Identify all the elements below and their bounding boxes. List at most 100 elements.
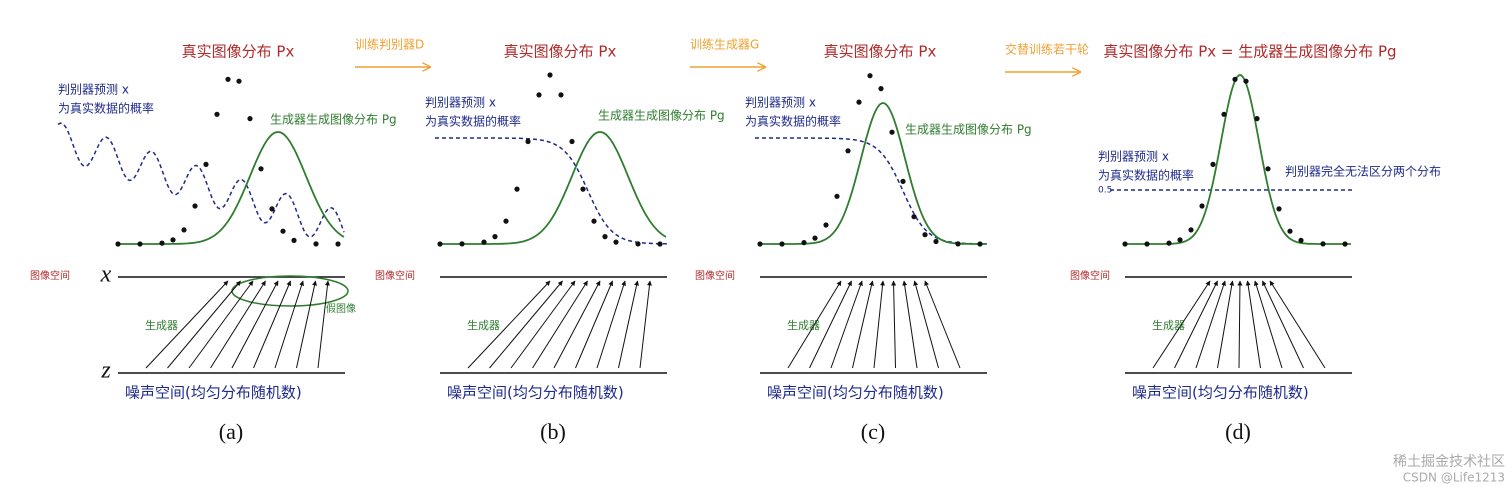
real-dot (867, 73, 873, 79)
real-dot (1177, 237, 1183, 243)
discriminator-label: 为真实数据的概率 (425, 114, 521, 129)
generator-arrow (210, 280, 266, 369)
discriminator-label: 为真实数据的概率 (58, 101, 154, 116)
image-space-label: 图像空间 (375, 269, 415, 282)
real-dot (779, 241, 785, 247)
generator-arrow (467, 280, 551, 369)
generator-arrow (231, 280, 279, 369)
generator-label: 生成器 (145, 318, 178, 332)
indistinguishable-label: 判别器完全无法区分两个分布 (1285, 164, 1441, 179)
real-dot (203, 161, 209, 167)
real-dot (569, 138, 575, 145)
discriminator-label: 判别器预测 x (425, 96, 496, 110)
real-dot (181, 227, 187, 233)
real-dot (933, 238, 939, 245)
generator-arrow (873, 280, 886, 369)
real-distribution-label: 真实图像分布 Px (504, 43, 617, 61)
real-dot (878, 86, 884, 92)
real-dot (1254, 116, 1260, 122)
real-dot (269, 206, 275, 212)
real-dot (1122, 241, 1128, 247)
generator-arrow (618, 280, 639, 369)
generator-arrow (145, 280, 229, 369)
real-dot (525, 138, 531, 145)
real-dot (977, 241, 983, 247)
generator-label: 生成器 (1152, 318, 1185, 332)
discriminator-label: 为真实数据的概率 (1098, 168, 1194, 183)
generator-arrow (852, 280, 874, 369)
discriminator-label: 判别器预测 x (745, 96, 816, 110)
real-dot (856, 99, 862, 105)
generator-arrow (639, 280, 652, 369)
image-space-label: 图像空间 (1070, 269, 1110, 282)
generator-distribution-label: 生成器生成图像分布 Pg (905, 123, 1032, 137)
generator-arrow (1253, 280, 1283, 369)
noise-space-label: 噪声空间(均匀分布随机数) (447, 384, 624, 402)
generator-arrow (296, 280, 317, 369)
real-dot (591, 218, 597, 224)
discriminator-label: 为真实数据的概率 (745, 114, 841, 129)
real-dot (889, 129, 895, 135)
real-dot (757, 241, 763, 247)
real-dot (437, 241, 443, 247)
generator-arrow (924, 280, 961, 369)
real-dot (335, 241, 341, 247)
discriminator-label: 判别器预测 x (1098, 150, 1169, 164)
fake-ellipse (231, 275, 349, 307)
real-dot (657, 241, 663, 247)
real-dot (1342, 241, 1348, 247)
real-dot (481, 239, 487, 245)
real-dot (955, 241, 961, 247)
caption: (d) (1225, 419, 1251, 444)
real-dot (258, 166, 264, 172)
real-dot (922, 232, 928, 238)
real-dot (911, 214, 917, 220)
generator-distribution-label: 生成器生成图像分布 Pg (270, 113, 397, 127)
real-dot (247, 116, 253, 122)
real-dot (580, 186, 586, 192)
noise-space-label: 噪声空间(均匀分布随机数) (767, 384, 944, 402)
generator-curve (760, 102, 986, 245)
real-dot (159, 240, 165, 246)
generator-arrow (913, 280, 939, 369)
caption: (a) (219, 419, 243, 444)
discriminator-curve (57, 122, 345, 238)
generator-arrow (902, 280, 918, 369)
step-label: 交替训练若干轮 (1005, 42, 1089, 57)
real-dot (514, 186, 520, 192)
generator-arrow (1174, 280, 1218, 369)
real-dot (1265, 166, 1271, 172)
generator-arrow (1217, 280, 1235, 369)
real-dot (613, 239, 619, 245)
generator-distribution-label: 生成器生成图像分布 Pg (598, 109, 725, 123)
generator-arrow (553, 280, 601, 369)
real-dot (225, 76, 231, 82)
half-label: 0.5 (1098, 186, 1112, 196)
generator-arrow (1195, 280, 1226, 369)
real-dot (900, 178, 906, 184)
real-dot (291, 237, 297, 243)
real-dot (547, 72, 553, 78)
generator-arrow (1245, 280, 1261, 369)
real-dot (801, 240, 807, 246)
z-axis-label: z (100, 358, 111, 384)
real-dot (602, 234, 608, 240)
generator-arrow (510, 280, 576, 369)
real-dot (115, 241, 121, 247)
real-dot (834, 193, 840, 199)
real-dot (1320, 241, 1326, 247)
real-dot (236, 78, 242, 84)
generator-label: 生成器 (787, 318, 820, 332)
real-dot (503, 218, 509, 224)
generator-arrow (188, 280, 254, 369)
generator-arrow (575, 280, 614, 369)
generator-arrow (1152, 280, 1211, 369)
real-dot (492, 234, 498, 240)
real-dot (1276, 206, 1282, 212)
generator-arrow (167, 280, 241, 369)
real-dot (192, 203, 198, 209)
generator-arrow (787, 280, 842, 369)
generator-arrow (596, 280, 627, 369)
real-dot (1298, 237, 1304, 243)
real-dot (1210, 161, 1216, 167)
